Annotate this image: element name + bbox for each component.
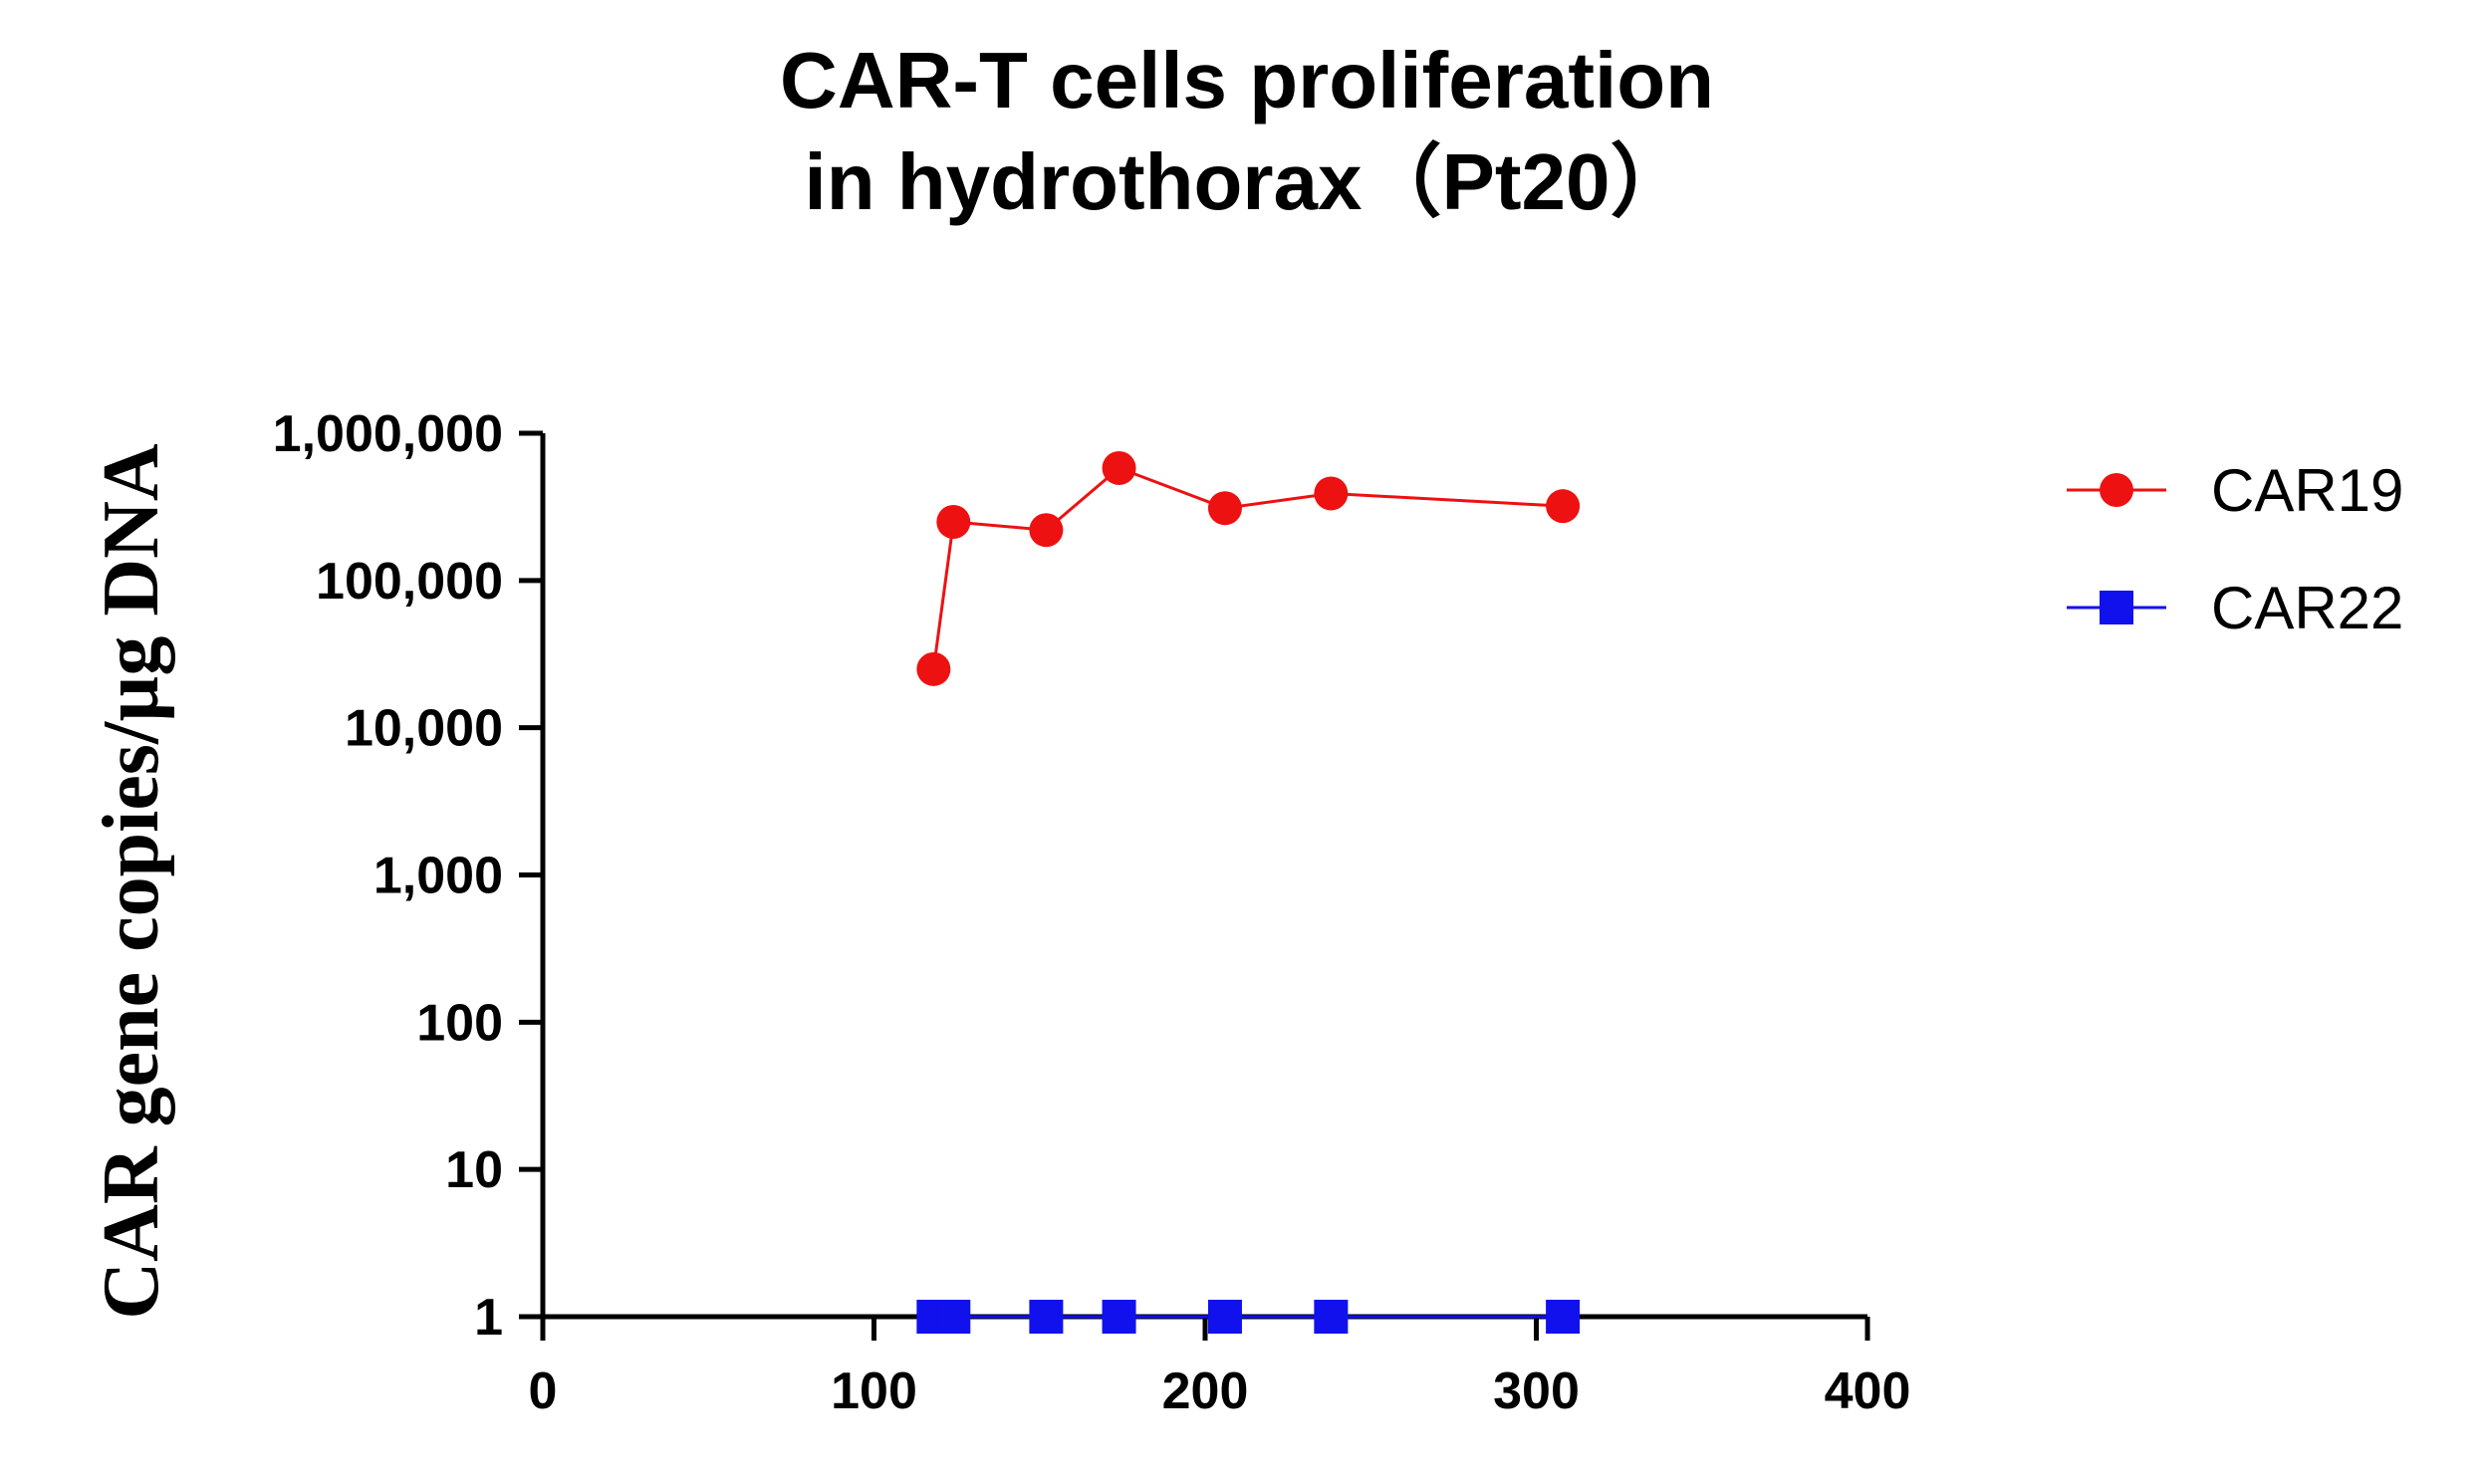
- y-tick-label: 10,000: [345, 700, 503, 758]
- car22-data-point: [1102, 1300, 1136, 1334]
- car19-data-point: [936, 505, 971, 540]
- x-tick-label: 0: [529, 1362, 558, 1420]
- chart-title-line-2: in hydrothorax（Pt20）: [804, 137, 1689, 226]
- legend-label: CAR19: [2211, 457, 2403, 524]
- x-tick-label: 400: [1825, 1362, 1911, 1420]
- legend-label: CAR22: [2211, 575, 2403, 641]
- car19-data-point: [1314, 476, 1349, 511]
- car22-data-point: [1314, 1300, 1349, 1334]
- x-tick-label: 100: [831, 1362, 917, 1420]
- car22-data-point: [1546, 1300, 1581, 1334]
- car22-data-point: [1029, 1300, 1064, 1334]
- car19-series-line: [931, 466, 1564, 670]
- car19-data-point: [1102, 450, 1136, 485]
- y-tick-label: 100: [416, 994, 503, 1052]
- plot-area: 0 100 200 300 400 1 10 100 1,000 10,000 100,000 1,0…: [273, 405, 1911, 1420]
- car19-data-point: [1207, 491, 1242, 526]
- car19-data-point: [1029, 513, 1064, 548]
- x-tick-label: 300: [1493, 1362, 1580, 1420]
- y-tick-label: 1: [474, 1289, 503, 1347]
- y-tick-label: 10: [445, 1141, 503, 1199]
- chart-title-line-1: CAR-T cells proliferation: [780, 36, 1714, 124]
- y-tick-label: 100,000: [316, 553, 503, 611]
- legend-item-car19: CAR19: [2067, 457, 2403, 524]
- y-axis-label: CAR gene copies/µg DNA: [88, 443, 175, 1320]
- legend-item-car22: CAR22: [2067, 575, 2403, 641]
- legend-marker-square: [2100, 591, 2133, 624]
- car22-data-point: [936, 1300, 971, 1334]
- legend: CAR19 CAR22: [2067, 457, 2403, 641]
- car22-data-point: [1207, 1300, 1242, 1334]
- y-tick-label: 1,000,000: [273, 405, 503, 463]
- car19-data-point: [916, 651, 951, 686]
- car19-data-point: [1546, 489, 1581, 524]
- x-tick-label: 200: [1162, 1362, 1249, 1420]
- y-tick-label: 1,000: [373, 848, 503, 905]
- legend-marker-circle: [2100, 473, 2133, 507]
